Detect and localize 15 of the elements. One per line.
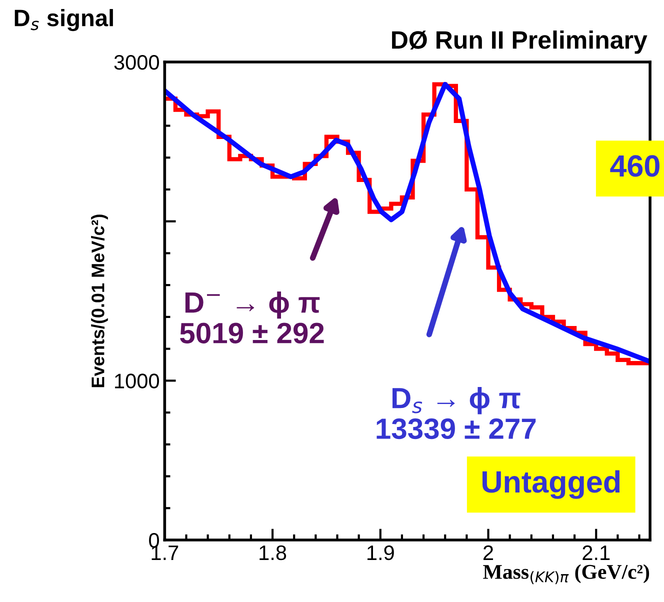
x-tick-label: 1.7 [152, 546, 178, 560]
annotation: D$^{−}$ → ϕ π 5019 ± 292 [180, 291, 324, 344]
annotation: 460 [610, 155, 660, 177]
x-tick-label: 1.9 [368, 545, 394, 560]
x-tick-label: 1.8 [260, 545, 286, 560]
chart-subtitle: DØ Run II Preliminary [392, 30, 648, 54]
x-axis-title: Mass$_{(KK)π}$ (GeV/c²) [483, 564, 650, 584]
y-tick-label: 1000 [115, 374, 159, 388]
x-tick-label: 2.1 [582, 545, 610, 560]
y-axis-title: Events/(0.01 MeV/c²) [91, 214, 108, 388]
annotation: D$_{s}$ → ϕ π 13339 ± 277 [376, 387, 536, 440]
chart-title: D$_{s}$ signal [14, 9, 113, 32]
y-tick-label: 3000 [114, 55, 159, 70]
x-tick-label: 2 [484, 545, 494, 560]
annotation: Untagged [482, 470, 620, 499]
